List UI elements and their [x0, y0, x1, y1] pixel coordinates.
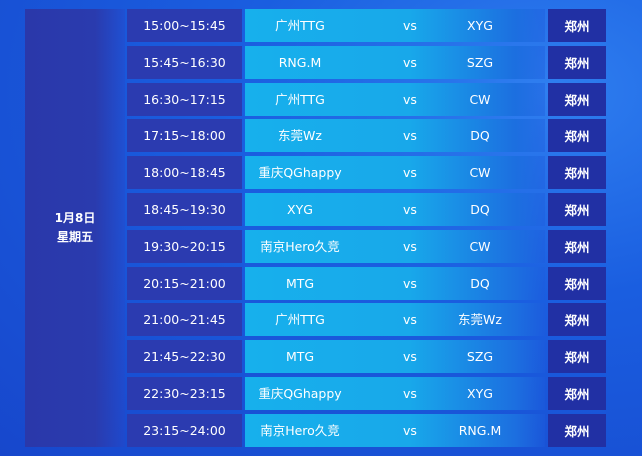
- team2: RNG.M: [458, 422, 502, 438]
- table-row: 21:45~22:30 MTG vs SZG 郑州: [127, 340, 607, 374]
- match-cell: MTG vs SZG: [245, 340, 545, 374]
- city-cell: 郑州: [548, 303, 606, 337]
- match-cell: XYG vs DQ: [245, 193, 545, 226]
- time-cell: 18:45~19:30: [127, 193, 242, 226]
- team1: 东莞Wz: [278, 128, 322, 144]
- vs-label: vs: [403, 422, 417, 438]
- vs-label: vs: [403, 386, 417, 401]
- city-cell: 郑州: [548, 119, 606, 153]
- date-cell: 1月8日 星期五: [25, 9, 125, 447]
- vs-label: vs: [403, 275, 417, 291]
- team2: DQ: [470, 275, 490, 291]
- vs-label: vs: [403, 349, 417, 365]
- city-cell: 郑州: [548, 413, 606, 447]
- team1: 广州TTG: [275, 18, 325, 33]
- time-cell: 16:30~17:15: [127, 82, 242, 116]
- time-cell: 20:15~21:00: [127, 266, 242, 300]
- match-cell: 南京Hero久竞 vs CW: [245, 229, 545, 263]
- time-cell: 15:45~16:30: [127, 45, 242, 79]
- match-cell: 重庆QGhappy vs XYG: [245, 377, 545, 410]
- vs-label: vs: [403, 128, 417, 144]
- city-cell: 郑州: [548, 82, 606, 116]
- match-cell: 广州TTG vs XYG: [245, 9, 545, 42]
- city-cell: 郑州: [548, 377, 606, 410]
- team1: XYG: [287, 202, 313, 217]
- city-cell: 郑州: [548, 193, 606, 226]
- time-cell: 19:30~20:15: [127, 229, 242, 263]
- team1: 广州TTG: [275, 312, 325, 328]
- date-weekday: 星期五: [56, 230, 93, 244]
- table-row: 23:15~24:00 南京Hero久竞 vs RNG.M 郑州: [127, 413, 607, 447]
- match-cell: 广州TTG vs 东莞Wz: [245, 303, 545, 337]
- time-cell: 22:30~23:15: [127, 377, 242, 410]
- city-cell: 郑州: [548, 156, 606, 190]
- table-row: 18:00~18:45 重庆QGhappy vs CW 郑州: [127, 156, 607, 190]
- team1: RNG.M: [278, 54, 322, 70]
- time-cell: 23:15~24:00: [127, 413, 242, 447]
- vs-label: vs: [403, 165, 417, 181]
- date-day: 1月8日: [54, 211, 96, 225]
- vs-label: vs: [403, 18, 417, 33]
- team1: 重庆QGhappy: [258, 386, 342, 401]
- team1: 南京Hero久竞: [260, 238, 340, 254]
- table-row: 22:30~23:15 重庆QGhappy vs XYG 郑州: [127, 377, 607, 410]
- vs-label: vs: [403, 91, 417, 107]
- table-row: 16:30~17:15 广州TTG vs CW 郑州: [127, 82, 607, 116]
- team1: 广州TTG: [275, 91, 325, 107]
- match-cell: RNG.M vs SZG: [245, 45, 545, 79]
- table-row: 19:30~20:15 南京Hero久竞 vs CW 郑州: [127, 229, 607, 263]
- team2: XYG: [467, 18, 493, 33]
- vs-label: vs: [403, 202, 417, 217]
- table-row: 15:00~15:45 广州TTG vs XYG 郑州: [127, 9, 607, 42]
- vs-label: vs: [403, 54, 417, 70]
- time-cell: 21:45~22:30: [127, 340, 242, 374]
- city-cell: 郑州: [548, 266, 606, 300]
- match-cell: MTG vs DQ: [245, 266, 545, 300]
- team1: MTG: [285, 349, 315, 365]
- vs-label: vs: [403, 312, 417, 328]
- city-cell: 郑州: [548, 340, 606, 374]
- city-cell: 郑州: [548, 229, 606, 263]
- team2: XYG: [467, 386, 493, 401]
- time-cell: 21:00~21:45: [127, 303, 242, 337]
- city-cell: 郑州: [548, 45, 606, 79]
- vs-label: vs: [403, 238, 417, 254]
- team1: 南京Hero久竞: [260, 422, 340, 438]
- team2: CW: [469, 165, 491, 181]
- match-cell: 南京Hero久竞 vs RNG.M: [245, 413, 545, 447]
- match-cell: 东莞Wz vs DQ: [245, 119, 545, 153]
- team1: 重庆QGhappy: [258, 165, 342, 181]
- table-row: 17:15~18:00 东莞Wz vs DQ 郑州: [127, 119, 607, 153]
- team2: DQ: [470, 128, 490, 144]
- team1: MTG: [285, 275, 315, 291]
- team2: SZG: [466, 349, 494, 365]
- team2: 东莞Wz: [458, 312, 502, 328]
- time-cell: 17:15~18:00: [127, 119, 242, 153]
- match-cell: 重庆QGhappy vs CW: [245, 156, 545, 190]
- team2: CW: [469, 91, 491, 107]
- team2: DQ: [470, 202, 490, 217]
- team2: SZG: [466, 54, 494, 70]
- table-row: 15:45~16:30 RNG.M vs SZG 郑州: [127, 45, 607, 79]
- table-row: 21:00~21:45 广州TTG vs 东莞Wz 郑州: [127, 303, 607, 337]
- time-cell: 18:00~18:45: [127, 156, 242, 190]
- table-row: 20:15~21:00 MTG vs DQ 郑州: [127, 266, 607, 300]
- time-cell: 15:00~15:45: [127, 9, 242, 42]
- city-cell: 郑州: [548, 9, 606, 42]
- match-cell: 广州TTG vs CW: [245, 82, 545, 116]
- table-row: 18:45~19:30 XYG vs DQ 郑州: [127, 193, 607, 226]
- team2: CW: [469, 238, 491, 254]
